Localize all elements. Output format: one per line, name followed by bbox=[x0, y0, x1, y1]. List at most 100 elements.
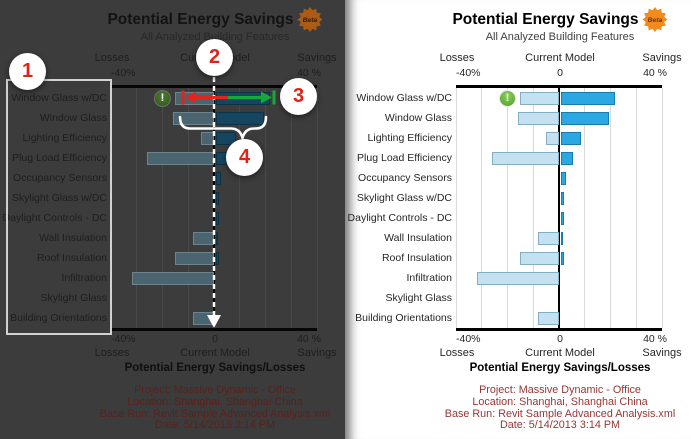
gridline bbox=[316, 88, 318, 328]
savings-label: Savings bbox=[297, 52, 337, 64]
chart-row bbox=[111, 308, 317, 328]
loss-bar bbox=[175, 91, 214, 105]
loss-bar bbox=[476, 271, 559, 285]
chart-row bbox=[456, 128, 662, 148]
footer-date-line: Date: 5/14/2013 3:14 PM bbox=[154, 419, 276, 432]
category-label: Infiltration bbox=[406, 272, 452, 284]
losses-label: Losses bbox=[439, 347, 475, 359]
category-label: Building Orientations bbox=[10, 312, 107, 324]
axis-footer-ticks: -40% 0 40 % bbox=[345, 333, 691, 347]
gridline bbox=[290, 88, 292, 328]
category-label: Daylight Controls - DC bbox=[347, 212, 452, 224]
chart-row bbox=[111, 268, 317, 288]
gridline bbox=[162, 88, 163, 328]
chart-row bbox=[456, 168, 662, 188]
chart-row bbox=[111, 168, 317, 188]
footer-info-block: Project: Massive Dynamic - Office Locati… bbox=[444, 384, 676, 432]
saving-bar bbox=[560, 231, 564, 245]
saving-bar bbox=[560, 111, 610, 125]
loss-bar bbox=[201, 131, 214, 145]
chart-row bbox=[456, 228, 662, 248]
footer-date-line: Date: 5/14/2013 3:14 PM bbox=[499, 419, 621, 432]
gridline bbox=[265, 88, 266, 328]
saving-bar bbox=[215, 171, 221, 185]
chart-row bbox=[456, 188, 662, 208]
chart-row bbox=[111, 228, 317, 248]
footer-location-line: Location: Shanghai, Shanghai China bbox=[127, 395, 303, 408]
category-label: Occupancy Sensors bbox=[358, 172, 452, 184]
category-label: Skylight Glass w/DC bbox=[11, 192, 107, 204]
callout-3: 3 bbox=[280, 78, 317, 115]
gridline bbox=[481, 88, 483, 328]
loss-bar bbox=[517, 111, 559, 125]
green-warning-info-icon[interactable]: ! bbox=[499, 89, 516, 107]
saving-bar bbox=[215, 111, 265, 125]
losses-label: Losses bbox=[94, 52, 130, 64]
chart-plot-area: ! bbox=[110, 85, 318, 331]
center-tick: 0 bbox=[212, 333, 218, 345]
saving-bar bbox=[560, 251, 565, 265]
category-label: Window Glass bbox=[384, 112, 452, 124]
category-labels: Window Glass w/DC Window Glass Lighting Ef… bbox=[0, 88, 107, 328]
beta-badge-icon: Beta bbox=[297, 7, 323, 32]
axis-header-words: Losses Current Model Savings bbox=[345, 52, 691, 66]
category-label: Window Glass w/DC bbox=[356, 92, 452, 104]
gridline bbox=[584, 88, 586, 328]
max-tick: 40 % bbox=[297, 67, 321, 79]
svg-text:Beta: Beta bbox=[303, 17, 318, 24]
svg-text:Beta: Beta bbox=[648, 17, 663, 24]
green-warning-info-icon[interactable]: ! bbox=[154, 89, 171, 107]
current-model-label: Current Model bbox=[525, 52, 595, 64]
center-tick: 0 bbox=[557, 67, 563, 79]
saving-bar bbox=[560, 151, 574, 165]
category-label: Infiltration bbox=[61, 272, 107, 284]
category-label: Lighting Efficiency bbox=[22, 132, 107, 144]
chart-title: Potential Energy Savings bbox=[452, 10, 639, 28]
saving-bar bbox=[560, 191, 565, 205]
loss-bar bbox=[520, 91, 559, 105]
gridline bbox=[507, 88, 508, 328]
chart-row bbox=[111, 208, 317, 228]
min-tick: -40% bbox=[111, 333, 136, 345]
chart-row bbox=[111, 188, 317, 208]
chart-row bbox=[456, 148, 662, 168]
footer-baserun-line: Base Run: Revit Sample Advanced Analysis… bbox=[444, 407, 676, 420]
category-label: Roof Insulation bbox=[381, 252, 452, 264]
axis-footer-ticks: -40% 0 40 % bbox=[0, 333, 345, 347]
chart-row bbox=[111, 148, 317, 168]
gridline bbox=[136, 88, 138, 328]
category-label: Skylight Glass bbox=[385, 292, 452, 304]
saving-bar bbox=[215, 231, 219, 245]
category-label: Plug Load Efficiency bbox=[12, 152, 107, 164]
category-label: Daylight Controls - DC bbox=[2, 212, 107, 224]
footer-info-block: Project: Massive Dynamic - Office Locati… bbox=[100, 384, 330, 432]
chart-subtitle: All Analyzed Building Features bbox=[485, 31, 635, 43]
chart-row bbox=[456, 88, 662, 108]
loss-bar bbox=[520, 251, 559, 265]
saving-bar bbox=[560, 91, 615, 105]
max-tick: 40 % bbox=[643, 333, 667, 345]
loss-bar bbox=[492, 151, 559, 165]
current-model-label: Current Model bbox=[180, 347, 250, 359]
max-tick: 40 % bbox=[643, 67, 667, 79]
gridline bbox=[635, 88, 637, 328]
chart-row bbox=[456, 288, 662, 308]
loss-bar bbox=[147, 151, 214, 165]
beta-badge-icon: Beta bbox=[642, 7, 668, 32]
chart-row bbox=[456, 248, 662, 268]
saving-bar bbox=[215, 191, 220, 205]
loss-bar bbox=[131, 271, 214, 285]
category-label: Window Glass bbox=[39, 112, 107, 124]
axis-footer-words: Losses Current Model Savings bbox=[0, 347, 345, 361]
category-label: Lighting Efficiency bbox=[367, 132, 452, 144]
callout-4: 4 bbox=[226, 139, 263, 176]
chart-row bbox=[456, 208, 662, 228]
loss-bar bbox=[175, 251, 214, 265]
loss-bar bbox=[538, 231, 559, 245]
gridline bbox=[239, 88, 241, 328]
current-model-label: Current Model bbox=[525, 347, 595, 359]
chart-row bbox=[456, 108, 662, 128]
category-label: Wall Insulation bbox=[384, 232, 452, 244]
saving-bar bbox=[215, 211, 220, 225]
